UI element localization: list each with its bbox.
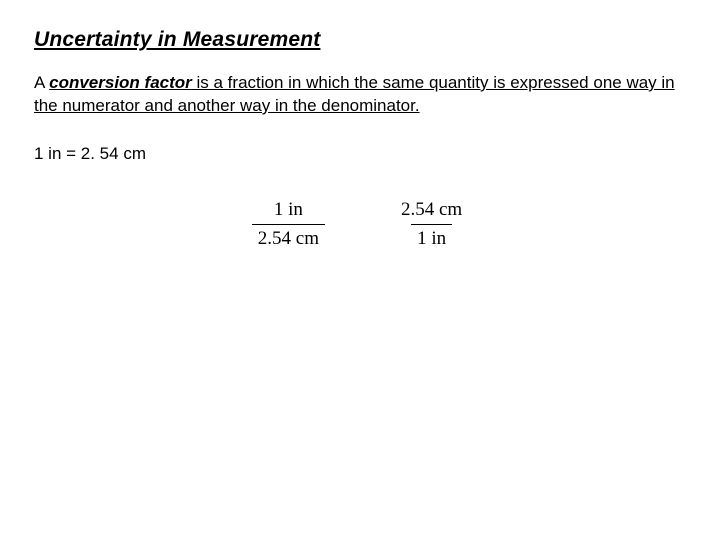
definition-paragraph: A conversion factor is a fraction in whi… bbox=[34, 72, 686, 118]
fractions-row: 1 in 2.54 cm 2.54 cm 1 in bbox=[34, 198, 686, 251]
fraction-1: 1 in 2.54 cm bbox=[252, 198, 325, 251]
fraction-1-denominator: 2.54 cm bbox=[252, 224, 325, 251]
fraction-2-numerator: 2.54 cm bbox=[395, 198, 468, 224]
slide-page: Uncertainty in Measurement A conversion … bbox=[0, 0, 720, 278]
definition-prefix: A bbox=[34, 73, 49, 92]
equation-line: 1 in = 2. 54 cm bbox=[34, 144, 686, 164]
fraction-1-numerator: 1 in bbox=[268, 198, 309, 224]
definition-term: conversion factor bbox=[49, 73, 192, 92]
page-title: Uncertainty in Measurement bbox=[34, 28, 686, 52]
fraction-2-denominator: 1 in bbox=[411, 224, 452, 251]
fraction-2: 2.54 cm 1 in bbox=[395, 198, 468, 251]
